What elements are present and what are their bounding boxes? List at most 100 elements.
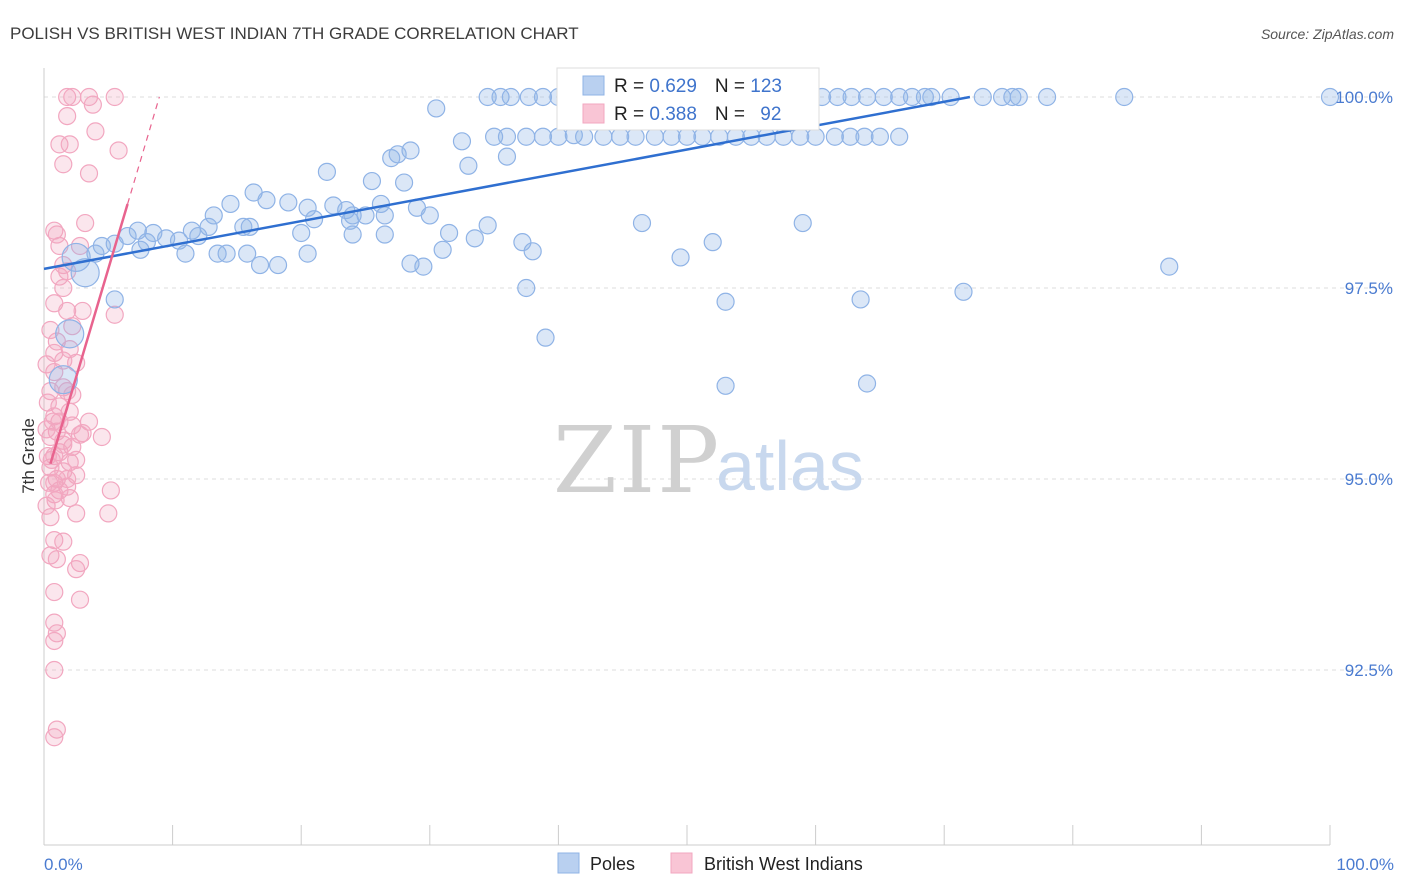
watermark-atlas: atlas	[716, 427, 864, 505]
poles-point	[1037, 87, 1057, 107]
poles-point	[890, 87, 909, 107]
bwi-point	[60, 135, 79, 154]
poles-point	[176, 244, 195, 263]
bwi-point	[105, 87, 124, 107]
legend-swatch-poles	[557, 852, 580, 874]
bwi-point	[45, 582, 64, 602]
poles-point	[1320, 87, 1340, 107]
poles-point	[825, 127, 844, 146]
bwi-point	[60, 489, 79, 508]
stats-poles-r-label: R =	[614, 76, 649, 97]
poles-point	[922, 87, 941, 107]
stats-row-bwi: R = 0.388 N = 92	[614, 104, 781, 125]
bwi-point	[47, 225, 66, 244]
bwi-point	[86, 122, 105, 141]
bwi-point	[41, 508, 60, 527]
x-tick-label-min: 0.0%	[44, 855, 83, 874]
poles-point	[594, 127, 613, 146]
poles-point	[662, 127, 681, 146]
watermark-zip: ZIP	[553, 407, 721, 514]
bwi-point	[54, 435, 73, 454]
bwi-trend-extension	[127, 96, 160, 205]
poles-point	[890, 127, 909, 146]
bwi-point	[79, 164, 99, 183]
series-british-west-indians	[37, 87, 128, 747]
stats-bwi-n-label: N =	[715, 104, 750, 125]
poles-point	[533, 127, 553, 146]
bwi-point	[50, 135, 69, 154]
bwi-point	[46, 491, 65, 510]
bwi-point	[40, 473, 59, 492]
stats-bwi-r-value: 0.388	[649, 104, 697, 125]
chart-source: Source: ZipAtlas.com	[1261, 26, 1394, 42]
bwi-point	[54, 155, 73, 174]
poles-trend-line	[43, 95, 971, 271]
poles-point	[857, 374, 877, 393]
bwi-point	[83, 95, 102, 114]
poles-point	[806, 127, 825, 146]
poles-point	[292, 223, 311, 243]
poles-point	[182, 221, 201, 240]
y-tick-label: 92.5%	[1345, 661, 1393, 680]
poles-point	[703, 233, 722, 252]
poles-point	[55, 319, 85, 349]
poles-point	[420, 206, 439, 225]
stats-poles-r-value: 0.629	[649, 76, 697, 97]
poles-point	[851, 290, 870, 309]
bwi-point	[38, 393, 57, 412]
poles-point	[841, 127, 860, 146]
poles-point	[459, 156, 478, 175]
bwi-point	[73, 301, 92, 321]
poles-point	[427, 99, 446, 118]
bwi-point	[76, 213, 95, 233]
poles-point	[343, 225, 362, 244]
poles-point	[478, 87, 497, 107]
poles-point	[1160, 257, 1179, 276]
y-tick-labels: 100.0% 97.5% 95.0% 92.5%	[1335, 88, 1393, 680]
poles-point	[645, 127, 664, 146]
bwi-point	[45, 631, 64, 651]
poles-point	[317, 162, 337, 181]
bwi-point	[58, 106, 77, 126]
poles-point	[491, 87, 510, 107]
bwi-point	[63, 416, 82, 435]
legend-label-poles: Poles	[590, 854, 635, 874]
poles-point	[70, 258, 100, 288]
bwi-point	[45, 660, 64, 680]
poles-point	[626, 127, 645, 146]
bwi-point	[73, 424, 92, 443]
bwi-point	[70, 236, 90, 256]
legend-label-bwi: British West Indians	[704, 854, 863, 874]
poles-point	[842, 87, 861, 107]
bwi-point	[67, 560, 86, 579]
poles-point	[716, 376, 735, 395]
poles-point	[439, 223, 459, 243]
poles-point	[973, 87, 992, 107]
watermark: ZIP atlas	[553, 407, 864, 514]
poles-point	[238, 244, 257, 263]
poles-point	[298, 244, 317, 263]
poles-point	[611, 127, 630, 146]
poles-point	[693, 127, 712, 146]
poles-point	[513, 233, 532, 252]
poles-point	[536, 328, 555, 347]
bwi-point	[45, 728, 64, 747]
poles-point	[375, 225, 394, 244]
poles-point	[388, 145, 407, 164]
stats-box: R = 0.629 N = 123 R = 0.388 N = 92	[556, 67, 820, 131]
poles-point	[144, 223, 163, 243]
stats-swatch-poles	[582, 75, 605, 96]
poles-point	[485, 127, 504, 146]
poles-point	[1009, 87, 1028, 107]
poles-point	[452, 132, 472, 151]
poles-point	[517, 127, 536, 146]
poles-point	[478, 216, 497, 235]
bwi-point	[54, 351, 73, 370]
poles-point	[828, 87, 847, 107]
poles-point	[250, 255, 270, 275]
poles-point	[362, 171, 382, 191]
bwi-point	[37, 496, 56, 515]
bwi-point	[67, 504, 86, 523]
bwi-point	[58, 301, 77, 321]
